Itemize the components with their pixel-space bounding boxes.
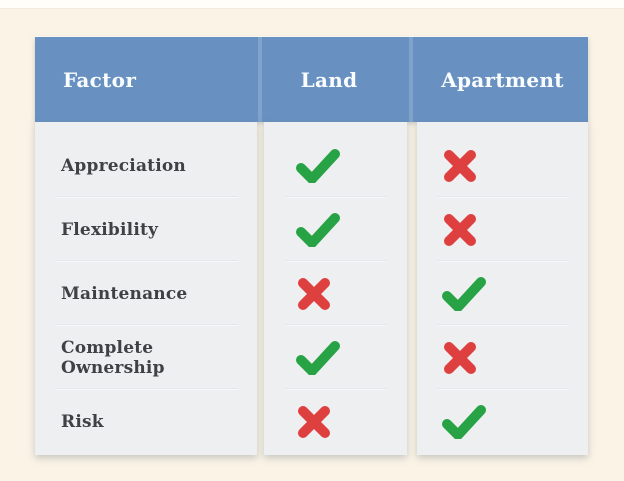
land-mark-cell (264, 262, 407, 326)
land-mark-cell (264, 390, 407, 454)
header-factor: Factor (63, 67, 137, 92)
header-land: Land (300, 67, 358, 92)
land-column (264, 122, 407, 455)
factor-column: Appreciation Flexibility Maintenance Comple… (35, 122, 257, 455)
header-seam (409, 37, 413, 122)
apartment-mark-cell (417, 262, 588, 326)
apartment-mark-cell (417, 326, 588, 390)
land-mark-cell (264, 198, 407, 262)
cross-icon (296, 404, 332, 440)
cross-icon (442, 340, 478, 376)
factor-label: Appreciation (35, 134, 257, 198)
check-icon (296, 341, 340, 375)
factor-label: Flexibility (35, 198, 257, 262)
apartment-mark-cell (417, 134, 588, 198)
check-icon (296, 149, 340, 183)
cross-icon (442, 212, 478, 248)
apartment-column (417, 122, 588, 455)
check-icon (296, 213, 340, 247)
header-seam (258, 37, 262, 122)
factor-label: Risk (61, 412, 104, 432)
header-apartment: Apartment (441, 67, 564, 92)
factor-label: Complete Ownership (35, 326, 257, 390)
check-icon (442, 277, 486, 311)
table-header: Factor Land Apartment (35, 37, 588, 122)
apartment-mark-cell (417, 390, 588, 454)
land-mark-cell (264, 134, 407, 198)
cross-icon (296, 276, 332, 312)
top-strip (0, 0, 624, 9)
check-icon (442, 405, 486, 439)
factor-label: Maintenance (35, 262, 257, 326)
comparison-table: Factor Land Apartment Appreciation Flexib… (35, 37, 588, 455)
apartment-mark-cell (417, 198, 588, 262)
land-mark-cell (264, 326, 407, 390)
cross-icon (442, 148, 478, 184)
